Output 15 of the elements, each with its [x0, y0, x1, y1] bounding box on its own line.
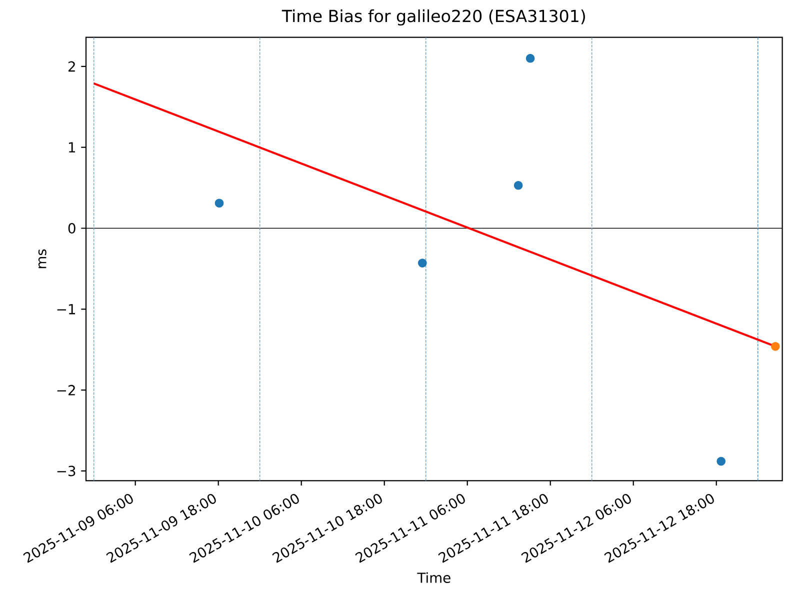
point — [214, 198, 224, 208]
point — [716, 456, 726, 466]
y-axis-title: ms — [38, 249, 46, 268]
y-tick-label: 1 — [68, 142, 75, 152]
x-axis-title: Time — [417, 572, 450, 583]
y-tick-label: −2 — [57, 384, 75, 396]
chart-title: Time Bias for galileo220 (ESA31301) — [282, 9, 585, 26]
point — [418, 258, 427, 268]
y-tick-label: 0 — [68, 223, 76, 234]
point — [526, 54, 535, 63]
point — [514, 180, 523, 190]
y-tick-label: −3 — [57, 466, 76, 476]
point — [770, 342, 780, 351]
y-tick-label: −1 — [57, 304, 75, 314]
y-tick-label: 2 — [68, 61, 75, 72]
